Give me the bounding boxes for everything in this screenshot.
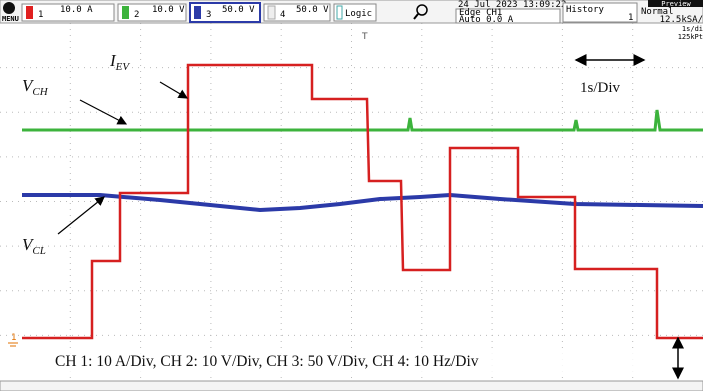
logic-label[interactable]: Logic xyxy=(345,9,372,19)
ch1-swatch xyxy=(26,6,33,19)
ch4-swatch xyxy=(268,6,275,19)
timebase: 1s/di xyxy=(682,25,703,33)
ch3-swatch xyxy=(194,6,201,19)
ch4-scale: 50.0 V xyxy=(296,5,329,15)
history-count: 1 xyxy=(628,13,633,23)
time-scale-label: 1s/Div xyxy=(580,80,621,96)
memory-depth: 125kPt xyxy=(678,33,703,41)
logic-swatch xyxy=(337,6,342,19)
ch3-number: 3 xyxy=(206,10,211,20)
ground-marker: 1 xyxy=(11,333,17,343)
menu-label[interactable]: MENU xyxy=(2,15,19,23)
oscilloscope-screen: MENU 1 10.0 A 2 10.0 V 3 50.0 V 4 50.0 V… xyxy=(0,0,703,391)
ch2-scale: 10.0 V xyxy=(152,5,185,15)
sample-rate: 12.5kSA/ xyxy=(660,15,703,25)
trigger-marker: T xyxy=(361,32,368,42)
caption: CH 1: 10 A/Div, CH 2: 10 V/Div, CH 3: 50… xyxy=(55,353,479,370)
ch3-scale: 50.0 V xyxy=(222,5,255,15)
i-ev-sub: EV xyxy=(115,61,131,73)
v-cl-sub: CL xyxy=(32,245,45,257)
ch1-scale: 10.0 A xyxy=(60,5,93,15)
status-bar xyxy=(0,381,703,391)
v-ch-sub: CH xyxy=(32,86,48,98)
ch2-swatch xyxy=(122,6,129,19)
trigger-level: Auto 0.0 A xyxy=(459,15,514,25)
history-label: History xyxy=(566,5,605,15)
ch4-number: 4 xyxy=(280,10,285,20)
menu-icon[interactable] xyxy=(3,2,15,14)
ch1-number: 1 xyxy=(38,10,43,20)
ch2-number: 2 xyxy=(134,10,139,20)
